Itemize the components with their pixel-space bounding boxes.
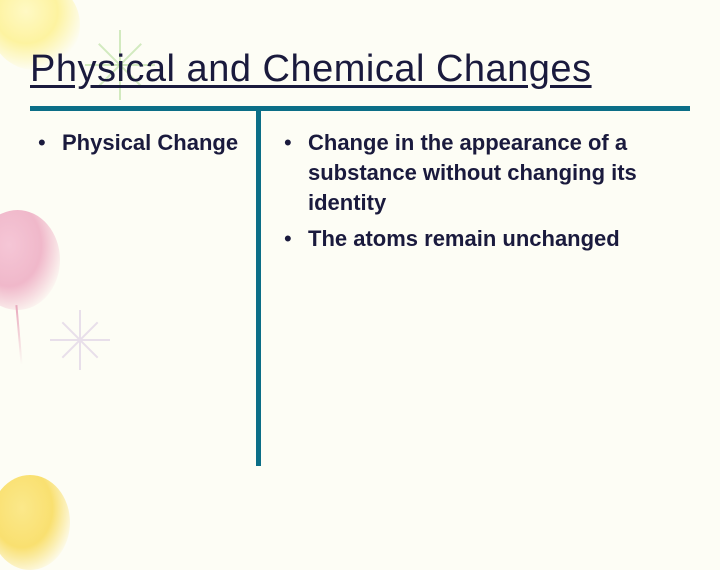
content-area: • Physical Change • Change in the appear… — [38, 128, 690, 260]
horizontal-divider — [30, 106, 690, 111]
list-item: • Change in the appearance of a substanc… — [284, 128, 690, 218]
bullet-text: Change in the appearance of a substance … — [308, 128, 690, 218]
balloon-pink-string — [15, 305, 22, 365]
firework-purple-decoration — [50, 310, 110, 370]
bullet-text: Physical Change — [62, 128, 238, 158]
bullet-icon: • — [284, 224, 308, 254]
list-item: • Physical Change — [38, 128, 244, 158]
right-column: • Change in the appearance of a substanc… — [256, 128, 690, 260]
bullet-icon: • — [38, 128, 62, 158]
bullet-icon: • — [284, 128, 308, 158]
bullet-text: The atoms remain unchanged — [308, 224, 620, 254]
left-column: • Physical Change — [38, 128, 256, 260]
list-item: • The atoms remain unchanged — [284, 224, 690, 254]
slide-title: Physical and Chemical Changes — [30, 48, 592, 91]
balloon-yellow2-decoration — [0, 475, 70, 570]
